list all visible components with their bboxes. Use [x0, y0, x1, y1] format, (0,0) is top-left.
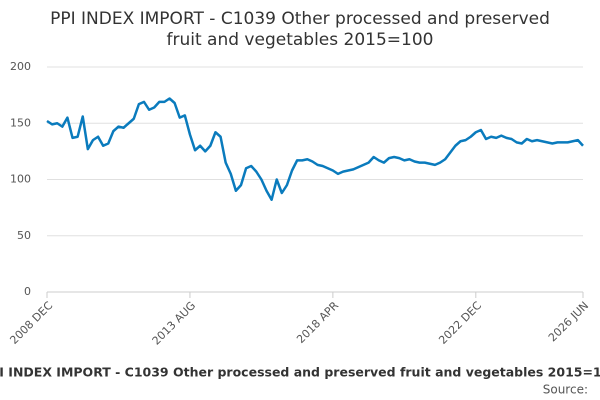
x-tick-label: 2026 JUN [546, 299, 591, 344]
x-tick-label: 2013 AUG [150, 299, 199, 348]
chart-title: fruit and vegetables 2015=100 [167, 30, 434, 50]
y-tick-label: 50 [17, 229, 31, 242]
source: Source: [543, 383, 588, 397]
x-tick-label: 2022 DEC [436, 299, 484, 347]
y-tick-label: 0 [24, 285, 31, 298]
x-tick-label: 2008 DEC [7, 299, 55, 347]
y-tick-label: 150 [10, 116, 31, 129]
chart-title: PPI INDEX IMPORT - C1039 Other processed… [50, 9, 550, 29]
data-line [46, 97, 584, 201]
x-tick-label: 2018 APR [294, 299, 341, 346]
y-tick-label: 100 [10, 173, 31, 186]
caption: PPI INDEX IMPORT - C1039 Other processed… [0, 365, 600, 380]
y-tick-label: 200 [10, 60, 31, 73]
